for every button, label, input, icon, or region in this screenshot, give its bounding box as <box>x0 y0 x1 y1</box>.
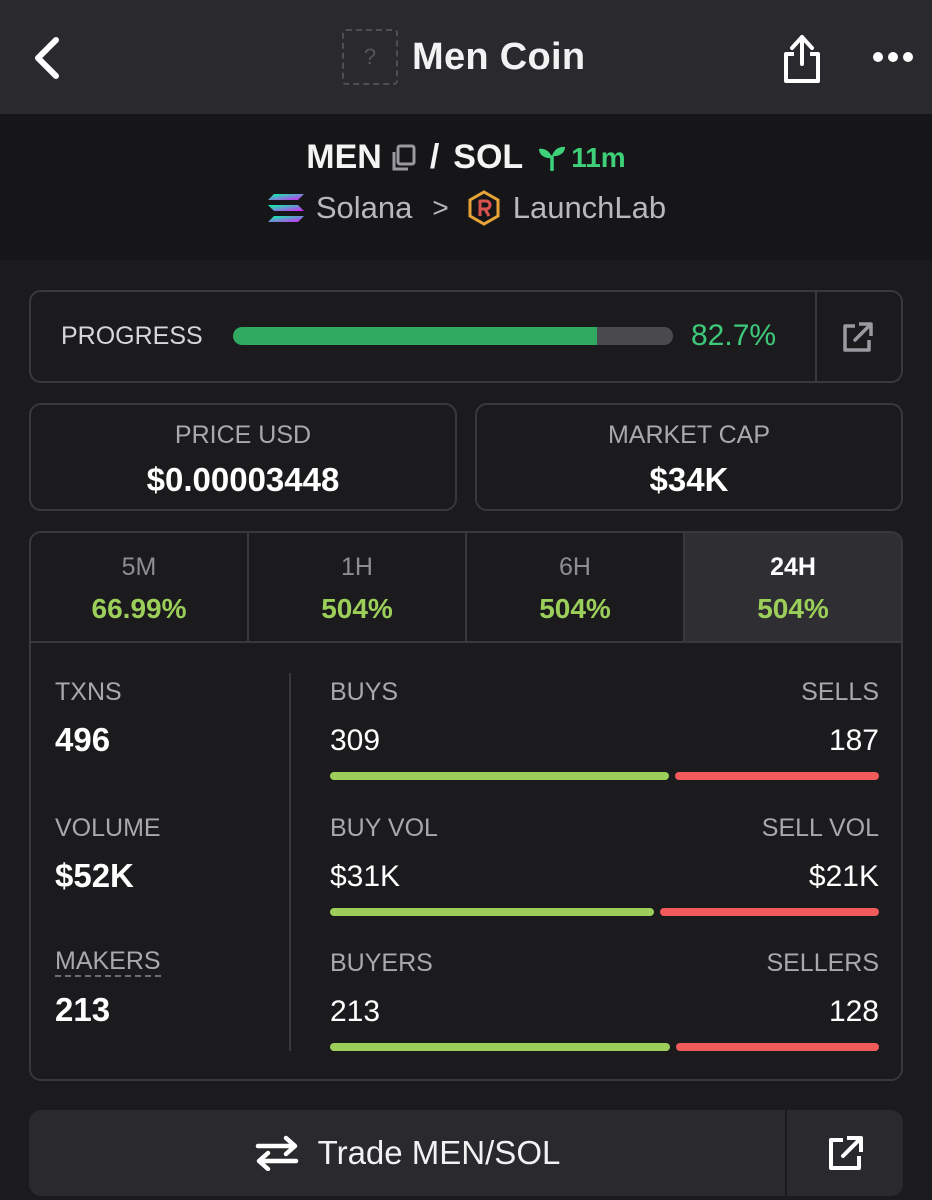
makers-metric: MAKERS 213 <box>55 948 285 1029</box>
progress-fill <box>233 327 597 345</box>
more-dots-icon <box>873 52 913 62</box>
sellers-label: SELLERS <box>766 949 879 977</box>
buyers-value: 213 <box>330 995 381 1028</box>
volume-split: BUY VOL SELL VOL $31K $21K <box>330 814 879 924</box>
sell-vol-label: SELL VOL <box>761 814 879 842</box>
progress-track <box>233 327 673 345</box>
swap-arrows-icon <box>255 1135 298 1171</box>
sellers-value: 128 <box>828 995 879 1028</box>
txns-label: TXNS <box>55 678 122 706</box>
pair-line: MEN / SOL 11m <box>0 138 932 177</box>
divider <box>785 1110 787 1196</box>
external-link-icon[interactable] <box>827 1134 865 1172</box>
progress-label: PROGRESS <box>61 322 203 350</box>
tab-1h[interactable]: 1H 504% <box>249 533 467 641</box>
pair-age-text: 11m <box>571 141 626 173</box>
trade-card: Trade MEN/SOL <box>29 1110 903 1196</box>
buyers-label: BUYERS <box>330 949 433 977</box>
tab-5m[interactable]: 5M 66.99% <box>31 533 249 641</box>
top-nav-bar: ? Men Coin <box>0 0 932 114</box>
price-usd-value: $0.00003448 <box>146 461 340 498</box>
sell-bar <box>676 1043 879 1051</box>
launchlab-icon <box>468 190 500 226</box>
period-tabs: 5M 66.99% 1H 504% 6H 504% 24H 504% <box>31 533 901 643</box>
chain-breadcrumb: Solana > LaunchLab <box>0 190 932 226</box>
pair-separator: / <box>429 138 440 176</box>
makers-label[interactable]: MAKERS <box>55 947 161 977</box>
tab-label: 24H <box>770 553 816 581</box>
stats-card: 5M 66.99% 1H 504% 6H 504% 24H 504% TXNS … <box>29 531 903 1081</box>
trade-button[interactable]: Trade MEN/SOL <box>29 1110 785 1196</box>
buy-bar <box>330 1043 670 1051</box>
pair-age: 11m <box>537 142 626 174</box>
tab-change: 504% <box>321 593 393 624</box>
tab-label: 5M <box>121 553 157 581</box>
buy-bar <box>330 908 654 916</box>
sells-value: 187 <box>828 724 879 757</box>
buy-vol-label: BUY VOL <box>330 814 438 842</box>
dex-name[interactable]: LaunchLab <box>512 190 667 225</box>
sell-bar <box>675 772 879 780</box>
share-button[interactable] <box>780 30 824 84</box>
sells-label: SELLS <box>801 678 879 706</box>
tab-6h[interactable]: 6H 504% <box>467 533 685 641</box>
back-button[interactable] <box>26 34 70 82</box>
volume-label: VOLUME <box>55 814 161 842</box>
progress-percentage: 82.7% <box>691 319 777 352</box>
txns-value: 496 <box>55 721 111 758</box>
page-title: Men Coin <box>412 35 586 78</box>
market-cap-value: $34K <box>649 461 729 498</box>
trade-button-label: Trade MEN/SOL <box>317 1134 561 1171</box>
chain-name[interactable]: Solana <box>315 190 413 225</box>
sprout-icon <box>539 146 566 171</box>
buys-label: BUYS <box>330 678 399 706</box>
price-usd-label: PRICE USD <box>174 421 312 449</box>
tab-24h[interactable]: 24H 504% <box>685 533 901 641</box>
solana-icon <box>267 194 304 222</box>
pair-quote-symbol: SOL <box>453 138 524 176</box>
token-placeholder-icon: ? <box>342 29 398 85</box>
tab-change: 504% <box>539 593 611 624</box>
divider <box>815 292 817 381</box>
price-usd-card: PRICE USD $0.00003448 <box>29 403 457 511</box>
share-icon <box>784 35 820 83</box>
breadcrumb-chevron: > <box>432 192 449 223</box>
txns-metric: TXNS 496 <box>55 678 285 759</box>
txns-split: BUYS SELLS 309 187 <box>330 678 879 788</box>
buys-value: 309 <box>330 724 381 757</box>
market-cap-label: MARKET CAP <box>607 421 771 449</box>
makers-value: 213 <box>55 991 111 1028</box>
sell-vol-value: $21K <box>808 860 879 893</box>
tab-label: 6H <box>559 553 591 581</box>
makers-split: BUYERS SELLERS 213 128 <box>330 949 879 1059</box>
tab-label: 1H <box>341 553 373 581</box>
tab-change: 66.99% <box>91 593 187 624</box>
buy-vol-value: $31K <box>330 860 401 893</box>
copy-icon[interactable] <box>390 144 416 172</box>
tab-change: 504% <box>757 593 829 624</box>
volume-value: $52K <box>55 857 134 894</box>
nav-title-group: ? Men Coin <box>342 29 585 85</box>
chevron-left-icon <box>35 37 59 79</box>
pair-base-symbol: MEN <box>306 138 382 176</box>
pair-header <box>0 114 932 260</box>
external-link-icon[interactable] <box>841 320 875 354</box>
more-options-button[interactable] <box>872 48 914 66</box>
volume-metric: VOLUME $52K <box>55 814 285 895</box>
progress-card: PROGRESS 82.7% <box>29 290 903 383</box>
buy-bar <box>330 772 669 780</box>
sell-bar <box>660 908 879 916</box>
column-divider <box>289 673 291 1051</box>
market-cap-card: MARKET CAP $34K <box>475 403 903 511</box>
